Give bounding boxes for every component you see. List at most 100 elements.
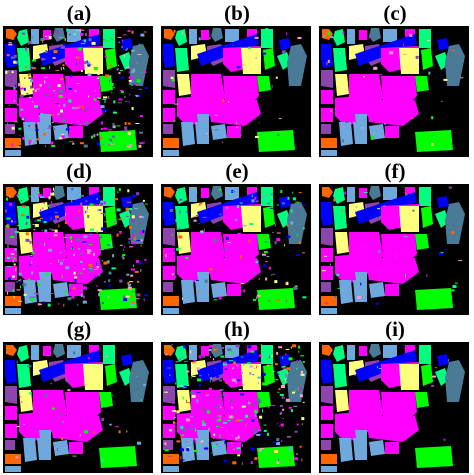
- misclassified-speckle: [86, 210, 88, 213]
- class-region-green: [421, 206, 433, 228]
- misclassified-speckle: [217, 207, 219, 211]
- misclassified-speckle: [169, 209, 173, 212]
- misclassified-speckle: [302, 227, 305, 230]
- misclassified-speckle: [175, 382, 177, 385]
- class-region-light-blue: [339, 438, 353, 462]
- misclassified-speckle: [139, 222, 143, 224]
- misclassified-speckle: [93, 98, 97, 101]
- misclassified-speckle: [254, 36, 259, 39]
- class-region-light-blue: [369, 282, 385, 298]
- misclassified-speckle: [218, 408, 220, 412]
- class-region-green: [257, 392, 271, 408]
- misclassified-speckle: [377, 366, 379, 369]
- misclassified-speckle: [180, 456, 182, 460]
- misclassified-speckle: [108, 130, 113, 132]
- misclassified-speckle: [119, 279, 123, 283]
- misclassified-speckle: [268, 300, 271, 302]
- class-region-light-blue: [383, 29, 397, 42]
- class-region-purple: [163, 386, 175, 404]
- misclassified-speckle: [104, 221, 108, 223]
- classification-map: [3, 342, 153, 473]
- misclassified-speckle: [206, 132, 208, 134]
- misclassified-speckle: [23, 87, 26, 91]
- class-region-spring-green: [103, 345, 115, 364]
- misclassified-speckle: [80, 291, 82, 292]
- misclassified-speckle: [53, 353, 58, 355]
- misclassified-speckle: [75, 107, 80, 109]
- misclassified-speckle: [112, 394, 114, 396]
- misclassified-speckle: [144, 71, 147, 73]
- class-region-light-blue: [321, 466, 337, 472]
- misclassified-speckle: [276, 422, 278, 424]
- misclassified-speckle: [276, 442, 280, 445]
- misclassified-speckle: [136, 375, 138, 377]
- misclassified-speckle: [236, 447, 241, 450]
- misclassified-speckle: [50, 383, 52, 385]
- misclassified-speckle: [208, 268, 213, 271]
- misclassified-speckle: [121, 255, 124, 258]
- misclassified-speckle: [80, 32, 84, 36]
- misclassified-speckle: [235, 218, 238, 221]
- misclassified-speckle: [296, 211, 298, 215]
- misclassified-speckle: [144, 258, 147, 261]
- misclassified-speckle: [290, 221, 294, 225]
- misclassified-speckle: [45, 273, 48, 276]
- misclassified-speckle: [28, 41, 32, 44]
- class-region-light-blue: [347, 29, 355, 44]
- misclassified-speckle: [72, 455, 77, 457]
- misclassified-speckle: [34, 105, 38, 108]
- class-region-light-blue: [5, 308, 21, 314]
- misclassified-speckle: [288, 357, 293, 361]
- misclassified-speckle: [28, 278, 31, 281]
- misclassified-speckle: [233, 449, 235, 451]
- classification-map: [161, 184, 311, 315]
- misclassified-speckle: [198, 355, 202, 359]
- class-region-yellow: [177, 74, 191, 96]
- class-region-spring-green: [17, 48, 31, 72]
- misclassified-speckle: [27, 136, 29, 140]
- misclassified-speckle: [271, 405, 275, 407]
- misclassified-speckle: [113, 111, 117, 114]
- misclassified-speckle: [249, 402, 251, 405]
- misclassified-speckle: [276, 204, 279, 206]
- misclassified-speckle: [29, 296, 32, 299]
- misclassified-speckle: [116, 68, 119, 71]
- misclassified-speckle: [130, 295, 133, 297]
- misclassified-speckle: [276, 232, 281, 234]
- misclassified-speckle: [106, 236, 108, 238]
- misclassified-speckle: [21, 401, 23, 404]
- misclassified-speckle: [284, 397, 285, 399]
- misclassified-speckle: [56, 212, 58, 214]
- misclassified-speckle: [199, 202, 203, 205]
- class-region-light-blue: [23, 122, 37, 146]
- misclassified-speckle: [129, 211, 132, 213]
- misclassified-speckle: [440, 100, 443, 102]
- panel-label: (e): [225, 159, 249, 183]
- misclassified-speckle: [75, 56, 80, 59]
- misclassified-speckle: [415, 55, 419, 59]
- misclassified-speckle: [285, 353, 287, 356]
- misclassified-speckle: [22, 136, 25, 140]
- class-region-blue: [163, 202, 175, 226]
- misclassified-speckle: [194, 440, 197, 443]
- misclassified-speckle: [79, 286, 81, 290]
- class-region-purple: [321, 124, 331, 134]
- misclassified-speckle: [6, 398, 8, 401]
- misclassified-speckle: [50, 192, 55, 196]
- misclassified-speckle: [25, 60, 27, 62]
- class-region-magenta: [5, 424, 17, 438]
- misclassified-speckle: [80, 294, 83, 297]
- misclassified-speckle: [98, 273, 101, 277]
- misclassified-speckle: [136, 192, 140, 196]
- misclassified-speckle: [50, 114, 54, 116]
- misclassified-speckle: [16, 281, 19, 283]
- misclassified-speckle: [63, 103, 66, 107]
- class-region-magenta: [163, 406, 175, 420]
- class-region-light-blue: [347, 187, 355, 202]
- misclassified-speckle: [231, 406, 233, 409]
- misclassified-speckle: [323, 237, 326, 239]
- misclassified-speckle: [53, 128, 56, 131]
- misclassified-speckle: [214, 269, 218, 271]
- misclassified-speckle: [290, 346, 292, 349]
- misclassified-speckle: [25, 221, 28, 225]
